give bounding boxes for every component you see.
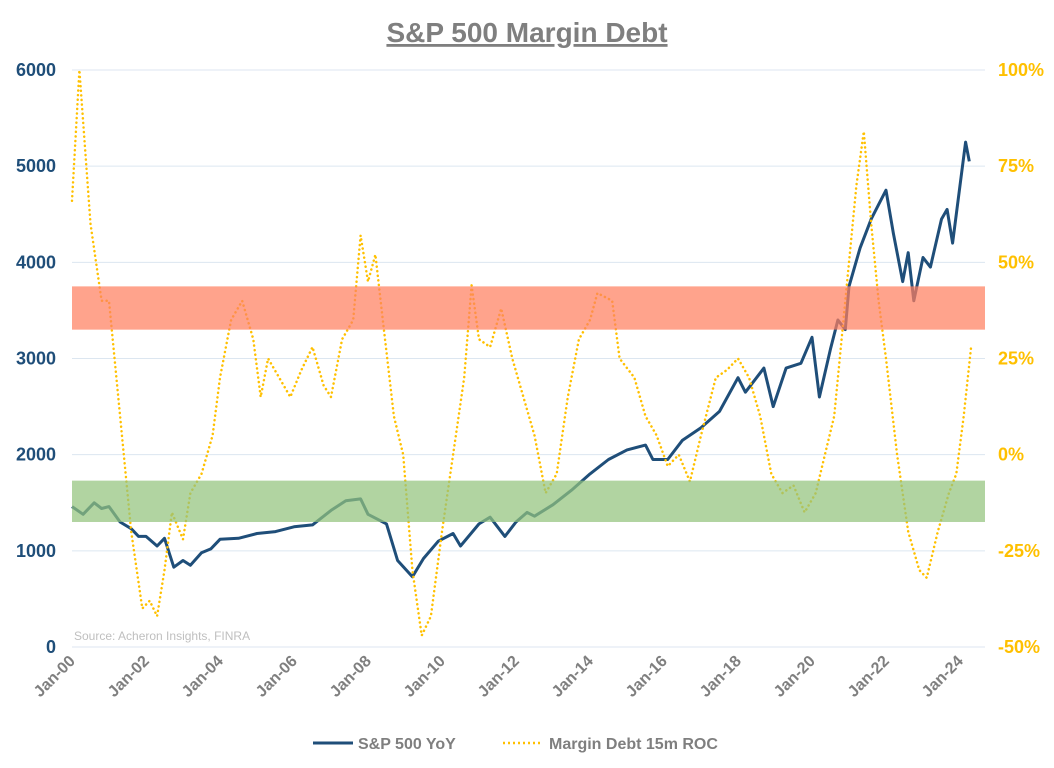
y-right-tick-label: -50% [998, 637, 1040, 657]
red-band [72, 286, 985, 330]
legend-label-sp500: S&P 500 YoY [358, 736, 456, 753]
x-tick-label: Jan-24 [919, 653, 967, 701]
x-tick-label: Jan-18 [697, 653, 745, 701]
y-left-tick-label: 4000 [16, 252, 56, 272]
legend-label-margin-roc: Margin Debt 15m ROC [549, 736, 718, 753]
y-left-tick-label: 3000 [16, 349, 56, 369]
x-tick-label: Jan-00 [31, 653, 79, 701]
x-tick-label: Jan-04 [179, 653, 227, 701]
x-tick-label: Jan-08 [327, 653, 375, 701]
y-left-tick-label: 0 [46, 637, 56, 657]
x-tick-label: Jan-10 [401, 653, 449, 701]
x-tick-label: Jan-06 [253, 653, 301, 701]
source-note: Source: Acheron Insights, FINRA [74, 629, 250, 643]
x-tick-label: Jan-20 [771, 653, 819, 701]
green-band [72, 480, 985, 522]
legend: S&P 500 YoY Margin Debt 15m ROC [313, 736, 718, 753]
y-right-tick-label: 75% [998, 156, 1034, 176]
y-right-tick-label: 100% [998, 60, 1044, 80]
x-tick-label: Jan-02 [105, 653, 153, 701]
x-tick-label: Jan-16 [623, 653, 671, 701]
margin-debt-roc-line [70, 68, 973, 637]
y-left-tick-label: 1000 [16, 541, 56, 561]
y-right-tick-label: 0% [998, 445, 1024, 465]
y-left-tick-label: 2000 [16, 445, 56, 465]
y-left-tick-label: 6000 [16, 60, 56, 80]
y-right-tick-label: 50% [998, 252, 1034, 272]
y-left-tick-label: 5000 [16, 156, 56, 176]
y-right-tick-label: 25% [998, 349, 1034, 369]
chart-title: S&P 500 Margin Debt [386, 17, 667, 48]
x-tick-label: Jan-12 [475, 653, 523, 701]
x-tick-label: Jan-22 [845, 653, 893, 701]
x-tick-label: Jan-14 [549, 653, 597, 701]
y-right-tick-label: -25% [998, 541, 1040, 561]
